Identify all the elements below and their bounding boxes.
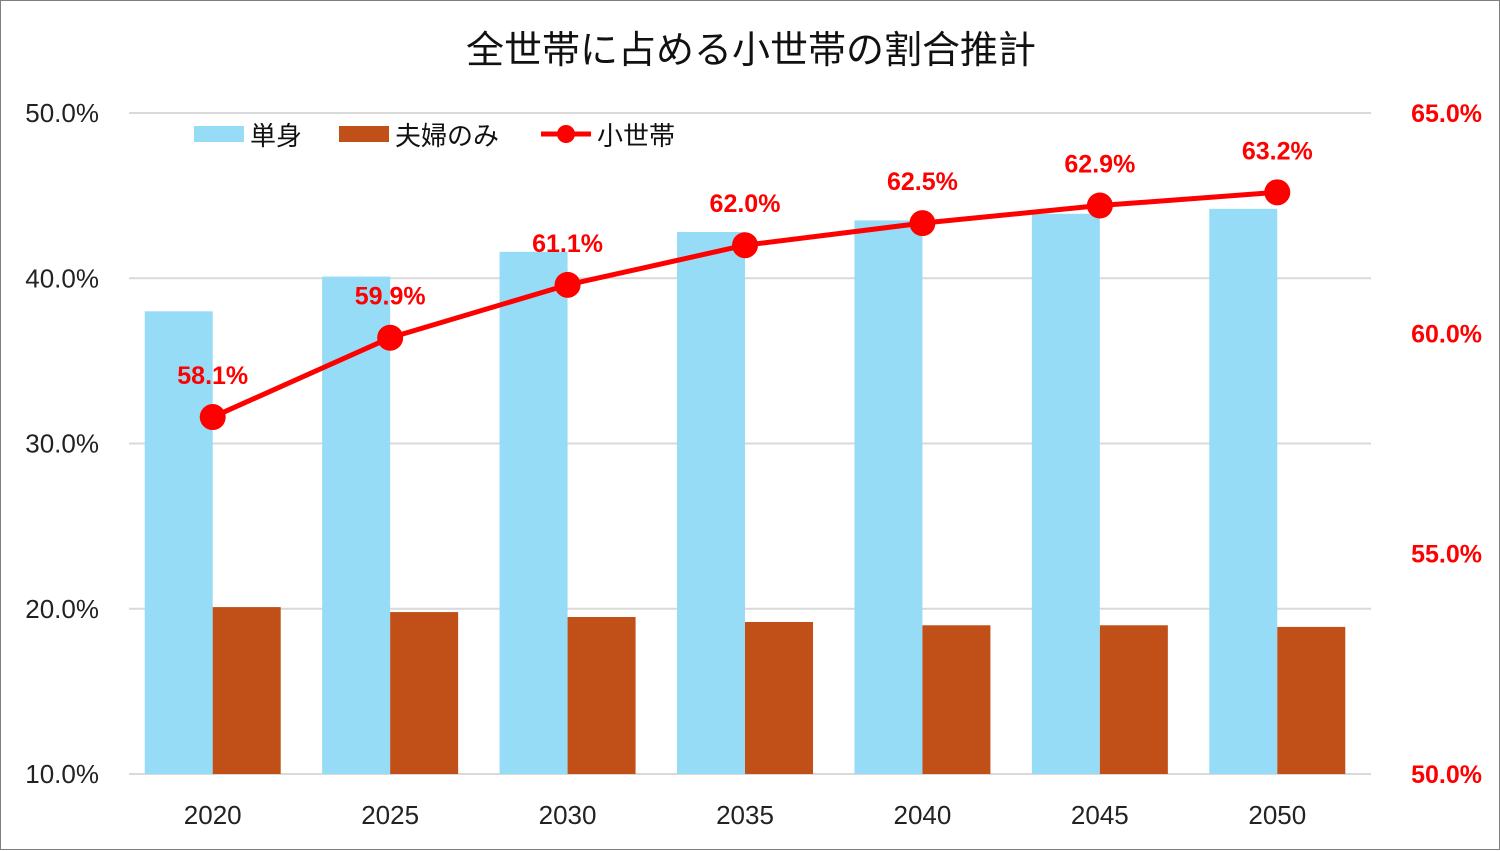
data-label-small-2020: 58.1% [177,362,248,390]
bar-couple-2035 [745,621,813,774]
marker-small-2020 [199,404,226,431]
x-tick-label: 2050 [1248,800,1306,830]
right-axis: 50.0% 55.0% 60.0% 65.0% [1411,100,1482,789]
data-label-small-2050: 63.2% [1242,137,1313,165]
legend-swatch-couple [339,126,389,142]
bar-couple-2030 [567,617,636,774]
x-tick-label: 2040 [894,800,952,830]
data-label-small-2025: 59.9% [355,283,426,311]
left-tick-label: 10.0% [25,759,99,789]
line-series: 58.1% 59.9% 61.1% 62.0% 62.5% 62.9% 63.2% [177,137,1313,431]
marker-small-2025 [377,324,404,351]
marker-small-2050 [1264,179,1291,206]
bar-single-2040 [854,220,923,775]
marker-small-2040 [909,210,936,237]
marker-small-2045 [1086,192,1113,219]
bar-couple-2025 [390,612,459,774]
legend-label-couple: 夫婦のみ [395,122,499,152]
x-tick-label: 2025 [361,800,419,830]
bar-single-2045 [1031,213,1100,775]
chart-title: 全世帯に占める小世帯の割合推計 [466,28,1036,72]
left-tick-label: 50.0% [25,98,99,128]
data-label-small-2035: 62.0% [710,190,781,218]
x-tick-label: 2035 [716,800,774,830]
legend-label-small: 小世帯 [597,122,675,152]
bar-couple-2050 [1277,626,1346,774]
bars [144,208,1346,775]
bar-single-2035 [677,231,745,775]
right-tick-label: 60.0% [1411,320,1482,348]
bar-couple-2020 [212,607,281,774]
bar-single-2050 [1209,208,1278,775]
bar-single-2025 [322,276,391,774]
left-tick-label: 40.0% [25,263,99,293]
bar-single-2030 [499,251,568,774]
bar-single-2020 [144,311,213,774]
right-tick-label: 50.0% [1411,761,1482,789]
legend-label-single: 単身 [250,122,302,152]
legend-swatch-single [194,126,244,142]
left-axis: 10.0% 20.0% 30.0% 40.0% 50.0% [25,98,99,789]
data-label-small-2030: 61.1% [532,230,603,258]
bar-couple-2040 [922,625,991,774]
right-tick-label: 65.0% [1411,100,1482,128]
data-label-small-2040: 62.5% [887,168,958,196]
legend-marker-small [557,125,575,143]
legend: 単身 夫婦のみ 小世帯 [194,122,675,152]
x-tick-label: 2030 [539,800,597,830]
bar-couple-2045 [1099,625,1168,774]
left-tick-label: 30.0% [25,429,99,459]
x-axis: 2020 2025 2030 2035 2040 2045 2050 [184,800,1306,830]
x-tick-label: 2020 [184,800,242,830]
marker-small-2035 [732,232,758,259]
right-tick-label: 55.0% [1411,541,1482,569]
marker-small-2030 [554,271,581,298]
data-label-small-2045: 62.9% [1064,151,1135,179]
x-tick-label: 2045 [1071,800,1129,830]
left-tick-label: 20.0% [25,594,99,624]
